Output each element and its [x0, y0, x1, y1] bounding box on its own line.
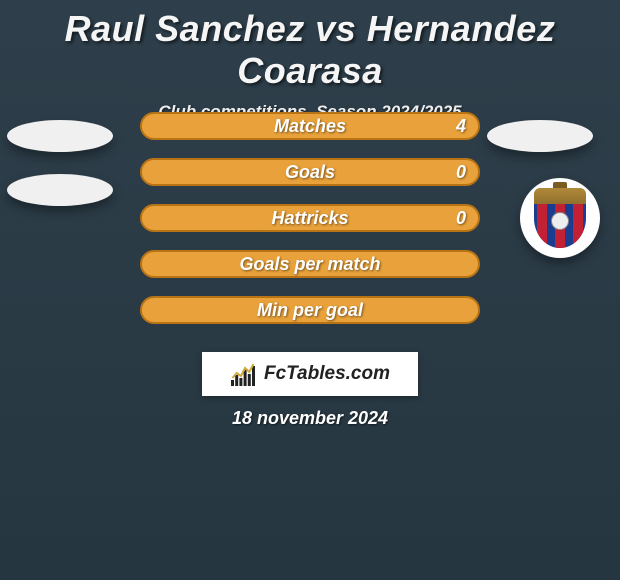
- stat-label: Goals: [285, 162, 335, 183]
- left-player-placeholder-2: [7, 174, 113, 206]
- bar-chart-icon: [230, 362, 258, 386]
- stat-value: 4: [456, 116, 466, 137]
- left-player-placeholder-1: [7, 120, 113, 152]
- stat-row-min-per-goal: Min per goal: [0, 296, 620, 342]
- stat-bar-matches: Matches 4: [140, 112, 480, 140]
- stat-row-goals-per-match: Goals per match: [0, 250, 620, 296]
- shield-icon: [534, 188, 586, 248]
- stat-value: 0: [456, 208, 466, 229]
- stat-label: Hattricks: [271, 208, 348, 229]
- stat-label: Goals per match: [239, 254, 380, 275]
- branding-badge: FcTables.com: [202, 352, 418, 396]
- stat-label: Matches: [274, 116, 346, 137]
- right-player-placeholder-1: [487, 120, 593, 152]
- stat-bar-goals-per-match: Goals per match: [140, 250, 480, 278]
- branding-text: FcTables.com: [264, 363, 390, 385]
- club-badge: [520, 178, 600, 258]
- stat-value: 0: [456, 162, 466, 183]
- stat-bar-hattricks: Hattricks 0: [140, 204, 480, 232]
- footer-date: 18 november 2024: [0, 408, 620, 429]
- stat-bar-min-per-goal: Min per goal: [140, 296, 480, 324]
- page-title: Raul Sanchez vs Hernandez Coarasa: [0, 0, 620, 92]
- stat-bar-goals: Goals 0: [140, 158, 480, 186]
- stat-label: Min per goal: [257, 300, 363, 321]
